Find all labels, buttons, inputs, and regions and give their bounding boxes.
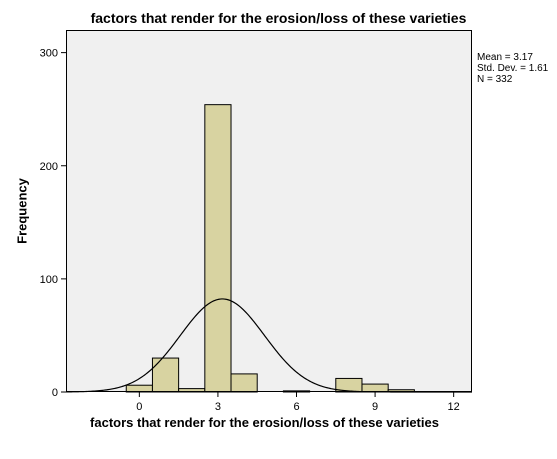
axes-group: 0 3 6 9 12 0 100 200 300 xyxy=(40,48,460,413)
stat-mean: Mean = 3.17 xyxy=(477,52,533,63)
histogram-bar xyxy=(204,104,232,393)
histogram-bar xyxy=(151,357,180,393)
y-tick-label: 0 xyxy=(52,387,58,399)
y-axis-label: Frequency xyxy=(14,178,30,244)
histogram-bar xyxy=(230,373,258,393)
histogram-bar xyxy=(361,383,389,393)
x-tick-label: 12 xyxy=(448,401,460,413)
stat-std-dev: Std. Dev. = 1.61 xyxy=(477,63,549,74)
plot-area xyxy=(66,30,472,392)
stats-box: Mean = 3.17 Std. Dev. = 1.61 N = 332 xyxy=(477,52,548,85)
x-tick-label: 9 xyxy=(372,401,378,413)
x-tick-label: 6 xyxy=(293,401,299,413)
y-tick-label: 300 xyxy=(40,48,58,60)
x-tick-label: 3 xyxy=(215,401,221,413)
x-tick-label: 0 xyxy=(136,401,142,413)
stat-n: N = 332 xyxy=(477,74,513,85)
x-axis-label: factors that render for the erosion/loss… xyxy=(90,415,439,430)
chart-title: factors that render for the erosion/loss… xyxy=(90,10,467,26)
y-tick-label: 100 xyxy=(40,274,58,286)
plot-frame xyxy=(66,30,472,392)
histogram-bar xyxy=(125,384,153,393)
y-tick-label: 200 xyxy=(40,161,58,173)
